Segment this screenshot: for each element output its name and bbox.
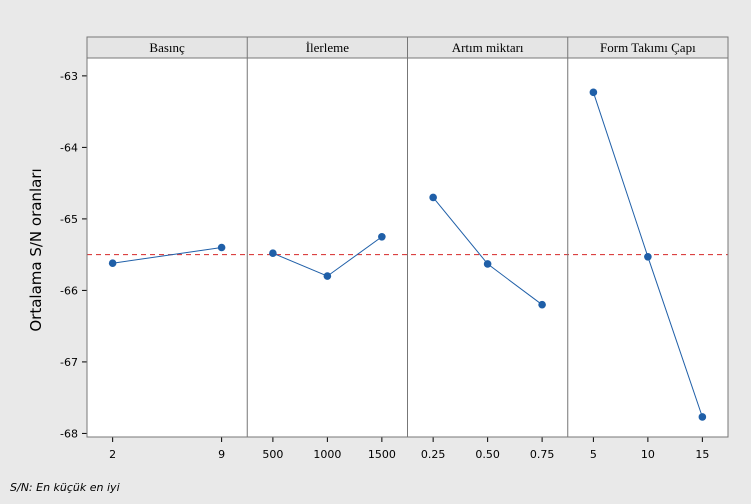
panel-title: İlerleme — [306, 40, 350, 55]
data-point — [538, 300, 546, 309]
x-tick-label: 15 — [695, 448, 709, 461]
x-tick-label: 0.25 — [421, 448, 446, 461]
x-tick-label: 5 — [590, 448, 597, 461]
data-point — [589, 88, 598, 97]
data-point — [108, 259, 117, 268]
y-tick-label: -66 — [60, 284, 78, 297]
x-tick-label: 0.75 — [530, 448, 555, 461]
panel-title: Form Takımı Çapı — [600, 40, 696, 55]
y-tick-label: -67 — [60, 356, 78, 369]
panel-title: Basınç — [149, 40, 185, 55]
data-point — [378, 232, 386, 241]
data-point — [698, 413, 707, 421]
x-tick-label: 500 — [262, 448, 283, 461]
data-point — [483, 260, 492, 268]
data-point — [217, 243, 226, 252]
plot-frame — [86, 36, 729, 438]
data-point — [269, 249, 277, 258]
y-tick-label: -68 — [60, 427, 78, 440]
x-tick-label: 1500 — [368, 448, 396, 461]
data-point — [323, 272, 332, 280]
data-point — [429, 193, 437, 202]
data-point — [644, 252, 652, 261]
y-tick-label: -65 — [60, 213, 78, 226]
series-line — [112, 247, 222, 264]
panel-title: Artım miktarı — [452, 40, 524, 55]
footnote: S/N: En küçük en iyi — [10, 481, 120, 494]
y-tick-label: -64 — [60, 141, 78, 154]
x-tick-label: 9 — [218, 448, 225, 461]
x-tick-label: 1000 — [313, 448, 341, 461]
x-tick-label: 0.50 — [475, 448, 500, 461]
x-tick-label: 2 — [109, 448, 116, 461]
x-tick-label: 10 — [641, 448, 655, 461]
y-axis-title: Ortalama S/N oranları — [27, 168, 45, 331]
y-tick-label: -63 — [60, 70, 78, 83]
